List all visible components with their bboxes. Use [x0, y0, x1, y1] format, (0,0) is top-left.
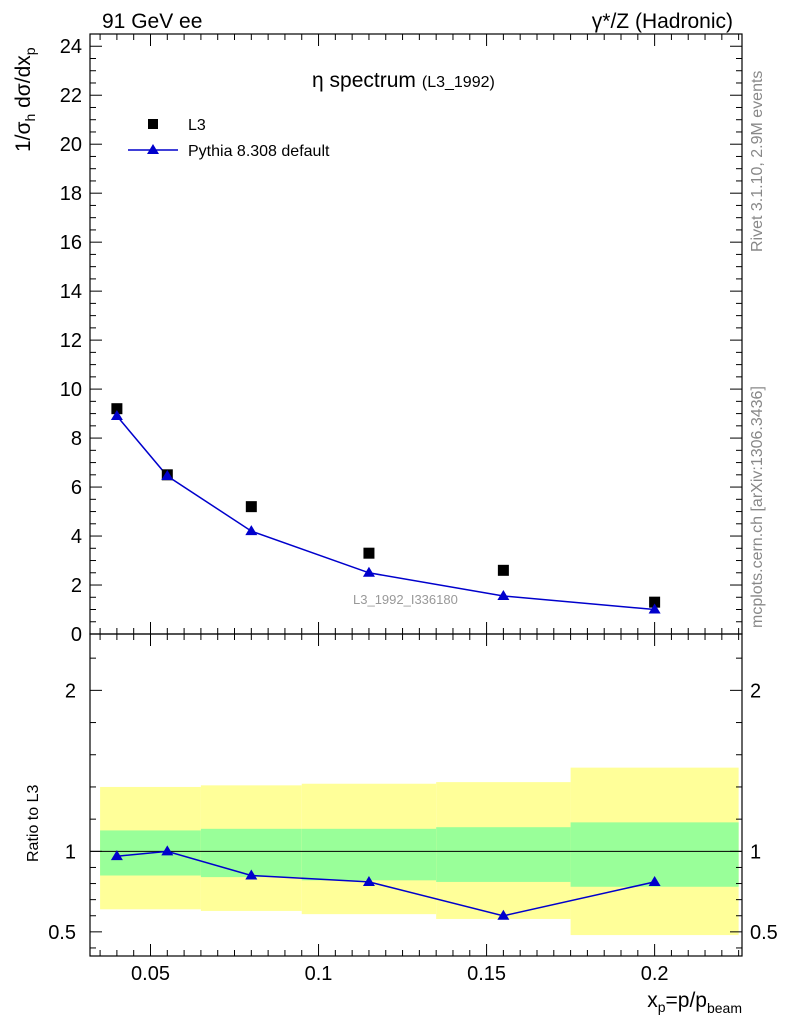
analysis-watermark: L3_1992_I336180	[353, 592, 458, 607]
plot-title: η spectrum (L3_1992)	[312, 69, 495, 92]
ratio-y-tick-label-right: 1	[750, 841, 761, 863]
pythia-point	[245, 525, 258, 536]
inner-uncertainty-band	[301, 828, 437, 881]
pythia-point	[110, 410, 123, 421]
pythia-point	[648, 603, 661, 614]
ratio-y-tick-label-right: 0.5	[750, 922, 778, 944]
rivet-version-label: Rivet 3.1.10, 2.9M events	[749, 71, 766, 252]
ratio-panel: 0.5 0.5 1 1 2 2 0.05 0.1 0.15 0.2 Ratio to L3 xp…	[25, 633, 778, 1016]
ratio-y-tick-label: 0.5	[48, 922, 76, 944]
ratio-y-tick-label: 1	[65, 841, 76, 863]
pythia-curve	[116, 415, 655, 611]
y-tick-label: 14	[60, 281, 82, 303]
l3-data-point	[111, 403, 123, 415]
ratio-y-axis-label: Ratio to L3	[25, 785, 42, 862]
header-right: γ*/Z (Hadronic)	[592, 10, 733, 33]
y-tick-label: 12	[60, 330, 82, 352]
legend-pythia-label: Pythia 8.308 default	[188, 143, 330, 160]
ratio-y-tick-label-right: 2	[750, 680, 761, 702]
x-tick-label: 0.15	[467, 963, 506, 985]
pythia-point	[362, 566, 375, 577]
inner-uncertainty-band	[200, 828, 302, 878]
bottom-panel-ticks	[90, 634, 742, 956]
ratio-curve	[116, 850, 655, 917]
ratio-y-tick-labels: 0.5 0.5 1 1 2 2	[48, 680, 778, 944]
x-tick-labels: 0.05 0.1 0.15 0.2	[131, 963, 668, 985]
y-tick-label: 10	[60, 379, 82, 401]
y-tick-label: 22	[60, 85, 82, 107]
y-tick-label: 24	[60, 36, 82, 58]
mcplots-label: mcplots.cern.ch [arXiv:1306.3436]	[749, 386, 766, 628]
ratio-point	[362, 875, 375, 886]
top-panel-ticks	[90, 34, 742, 635]
ratio-point	[497, 909, 510, 920]
legend-l3-label: L3	[188, 117, 206, 134]
x-tick-label: 0.05	[131, 963, 170, 985]
l3-data-point	[363, 547, 375, 559]
pythia-points	[110, 410, 661, 614]
ratio-point	[245, 869, 258, 880]
legend-l3-marker	[148, 119, 158, 129]
top-y-axis-label: 1/σh dσ/dxp	[12, 47, 38, 152]
ratio-point	[110, 850, 123, 861]
pythia-point	[497, 590, 510, 601]
x-axis-label: xp=p/pbeam	[647, 989, 742, 1016]
l3-data-point	[649, 596, 661, 608]
y-tick-label: 8	[71, 428, 82, 450]
l3-data-points	[111, 403, 661, 608]
x-tick-label: 0.2	[641, 963, 669, 985]
legend-pythia-marker	[147, 144, 159, 154]
header-left: 91 GeV ee	[102, 10, 202, 33]
l3-data-point	[497, 564, 509, 576]
y-tick-label: 6	[71, 477, 82, 499]
ratio-y-tick-label: 2	[65, 680, 76, 702]
legend: L3 Pythia 8.308 default	[128, 117, 330, 160]
y-tick-label: 18	[60, 183, 82, 205]
ratio-plot-frame	[89, 633, 743, 957]
y-tick-label: 20	[60, 134, 82, 156]
ratio-points	[110, 845, 661, 920]
l3-data-point	[245, 501, 257, 513]
y-tick-label: 16	[60, 232, 82, 254]
y-tick-label: 0	[71, 624, 82, 646]
y-tick-label: 4	[71, 526, 82, 548]
y-tick-label: 2	[71, 575, 82, 597]
ratio-point	[161, 845, 174, 856]
ratio-point	[648, 875, 661, 886]
inner-uncertainty-band	[436, 827, 571, 882]
x-tick-label: 0.1	[305, 963, 333, 985]
pythia-point	[161, 470, 174, 481]
